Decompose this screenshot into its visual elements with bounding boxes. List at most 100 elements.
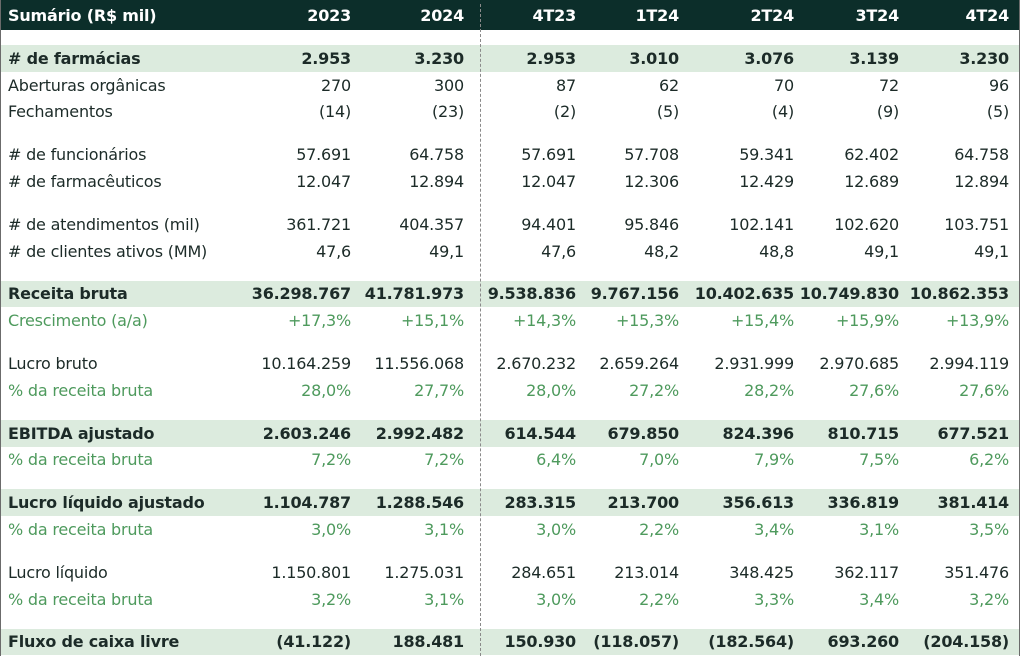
- cell-1t24: 62: [659, 75, 679, 95]
- cell-1t24: 12.306: [624, 172, 679, 192]
- cell-3t24: 362.117: [834, 562, 899, 582]
- cell-1t24: 679.850: [607, 423, 680, 443]
- cell-2024: (23): [431, 102, 464, 122]
- table-body: # de farmácias 2.953 3.230 2.953 3.010 3.076 3…: [1, 45, 1019, 656]
- table-row: Crescimento (a/a) +17,3% +15,1% +14,3% +15,3…: [1, 307, 1019, 334]
- cell-4t23: 6,4%: [536, 450, 576, 470]
- cell-3t24: 693.260: [827, 632, 900, 652]
- cell-2024: 7,2%: [424, 450, 464, 470]
- row-label: Lucro bruto: [8, 354, 98, 374]
- cell-4t24: 27,6%: [959, 380, 1009, 400]
- spacer: [1, 404, 1019, 420]
- col-header-1t24: 1T24: [635, 5, 679, 25]
- cell-1t24: 27,2%: [629, 380, 679, 400]
- table-row: Lucro bruto 10.164.259 11.556.068 2.670.232…: [1, 350, 1019, 377]
- cell-2t24: 59.341: [739, 145, 794, 165]
- table-row: # de farmácias 2.953 3.230 2.953 3.010 3.076 3…: [1, 45, 1019, 72]
- cell-2023: 12.047: [296, 172, 351, 192]
- cell-4t24: 10.862.353: [909, 284, 1009, 304]
- table-row: # de clientes ativos (MM) 47,6 49,1 47,6 48,…: [1, 238, 1019, 265]
- cell-2t24: 48,8: [759, 241, 794, 261]
- col-header-2t24: 2T24: [750, 5, 794, 25]
- spacer: [1, 30, 1019, 45]
- cell-2023: 2.953: [301, 48, 351, 68]
- cell-4t23: 87: [556, 75, 576, 95]
- row-label: # de funcionários: [8, 145, 147, 165]
- col-header-2023: 2023: [307, 5, 351, 25]
- cell-2023: 28,0%: [301, 380, 351, 400]
- row-label: % da receita bruta: [8, 450, 154, 470]
- cell-3t24: 3.139: [849, 48, 899, 68]
- cell-3t24: 10.749.830: [799, 284, 899, 304]
- table-row: Fechamentos (14) (23) (2) (5) (4) (9) (5): [1, 99, 1019, 126]
- cell-2023: 1.104.787: [262, 493, 351, 513]
- cell-2023: 270: [321, 75, 351, 95]
- cell-3t24: 72: [879, 75, 899, 95]
- spacer: [1, 334, 1019, 350]
- table-header: Sumário (R$ mil) 2023 2024 4T23 1T24 2T2…: [1, 0, 1019, 30]
- cell-4t23: 57.691: [521, 145, 576, 165]
- cell-4t23: 3,0%: [536, 520, 576, 540]
- spacer: [1, 125, 1019, 141]
- row-label: # de clientes ativos (MM): [8, 241, 208, 261]
- row-label: # de farmacêuticos: [8, 172, 162, 192]
- cell-2023: (14): [318, 102, 351, 122]
- cell-2023: 10.164.259: [261, 354, 351, 374]
- table-row: # de farmacêuticos 12.047 12.894 12.047 12.3…: [1, 168, 1019, 195]
- cell-2024: 2.992.482: [375, 423, 464, 443]
- annual-quarterly-divider: [480, 4, 481, 656]
- table-row: Lucro líquido 1.150.801 1.275.031 284.651 21…: [1, 559, 1019, 586]
- table-row: Fluxo de caixa livre (41.122) 188.481 150.9…: [1, 628, 1019, 656]
- cell-2t24: 70: [774, 75, 794, 95]
- cell-2023: 36.298.767: [251, 284, 351, 304]
- cell-3t24: 336.819: [827, 493, 900, 513]
- table-row: % da receita bruta 28,0% 27,7% 28,0% 27,2% 28…: [1, 377, 1019, 404]
- cell-3t24: 27,6%: [849, 380, 899, 400]
- table-row: Receita bruta 36.298.767 41.781.973 9.538.8…: [1, 280, 1019, 308]
- row-label: % da receita bruta: [8, 589, 154, 609]
- cell-2023: 361.721: [286, 214, 351, 234]
- cell-4t24: +13,9%: [945, 311, 1009, 331]
- cell-2024: 41.781.973: [364, 284, 464, 304]
- cell-3t24: 49,1: [864, 241, 899, 261]
- cell-2t24: 102.141: [729, 214, 794, 234]
- cell-2t24: 356.613: [722, 493, 795, 513]
- cell-4t24: 3,5%: [969, 520, 1009, 540]
- cell-4t23: 2.953: [526, 48, 576, 68]
- cell-2t24: 348.425: [729, 562, 794, 582]
- cell-4t24: 49,1: [974, 241, 1009, 261]
- cell-2024: 27,7%: [414, 380, 464, 400]
- spacer: [1, 195, 1019, 211]
- cell-1t24: (5): [656, 102, 679, 122]
- cell-2023: (41.122): [276, 632, 351, 652]
- cell-4t24: 3.230: [959, 48, 1009, 68]
- cell-1t24: 7,0%: [639, 450, 679, 470]
- cell-4t24: 12.894: [954, 172, 1009, 192]
- cell-2024: 1.275.031: [384, 562, 464, 582]
- cell-1t24: 3.010: [629, 48, 679, 68]
- cell-2t24: 12.429: [739, 172, 794, 192]
- cell-1t24: 2,2%: [639, 520, 679, 540]
- cell-2023: 3,0%: [311, 520, 351, 540]
- cell-1t24: 95.846: [624, 214, 679, 234]
- cell-2t24: 28,2%: [744, 380, 794, 400]
- cell-4t24: 381.414: [937, 493, 1010, 513]
- col-header-4t24: 4T24: [965, 5, 1009, 25]
- cell-4t24: 351.476: [944, 562, 1009, 582]
- cell-2t24: 3,4%: [754, 520, 794, 540]
- cell-3t24: +15,9%: [835, 311, 899, 331]
- cell-3t24: 102.620: [834, 214, 899, 234]
- cell-4t23: 28,0%: [526, 380, 576, 400]
- row-label: Crescimento (a/a): [8, 311, 148, 331]
- table-title: Sumário (R$ mil): [8, 5, 157, 25]
- cell-2024: 49,1: [429, 241, 464, 261]
- cell-2024: 3,1%: [424, 520, 464, 540]
- cell-4t23: 94.401: [521, 214, 576, 234]
- cell-2t24: (4): [771, 102, 794, 122]
- cell-2t24: 10.402.635: [694, 284, 794, 304]
- row-label: # de farmácias: [8, 48, 141, 68]
- cell-1t24: 57.708: [624, 145, 679, 165]
- cell-2t24: 3,3%: [754, 589, 794, 609]
- cell-4t23: 47,6: [541, 241, 576, 261]
